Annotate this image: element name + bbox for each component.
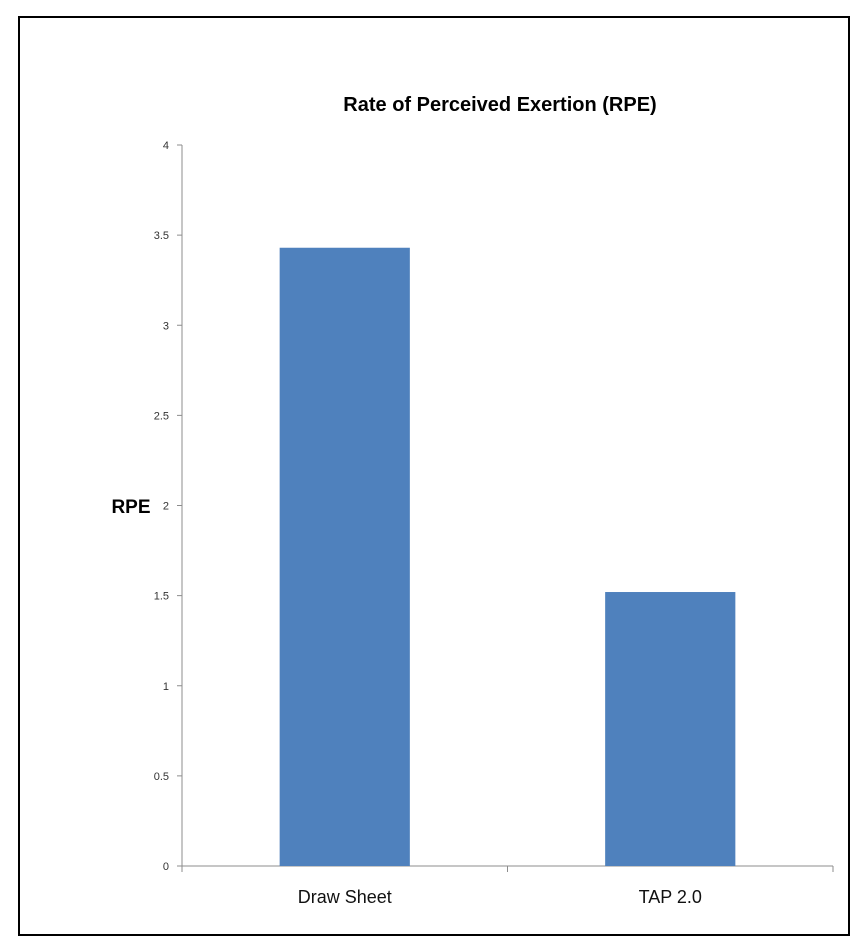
y-tick-label: 1 bbox=[163, 681, 169, 693]
bar-draw-sheet bbox=[279, 247, 410, 866]
y-axis: 0 0.5 1 1.5 2 2.5 3 3.5 4 bbox=[154, 140, 183, 873]
bars bbox=[279, 247, 736, 866]
y-tick-label: 2.5 bbox=[154, 410, 169, 422]
y-tick-label: 3.5 bbox=[154, 230, 169, 242]
x-category-label: Draw Sheet bbox=[298, 887, 392, 907]
y-axis-label: RPE bbox=[111, 497, 150, 518]
y-tick-label: 0.5 bbox=[154, 771, 169, 783]
y-tick-label: 1.5 bbox=[154, 591, 169, 603]
x-category-label: TAP 2.0 bbox=[639, 887, 702, 907]
y-tick-label: 4 bbox=[163, 140, 169, 152]
bar-tap-2-0 bbox=[605, 592, 736, 866]
y-tick-label: 2 bbox=[163, 501, 169, 513]
x-axis bbox=[181, 865, 834, 872]
y-tick-label: 0 bbox=[163, 861, 169, 873]
chart-title: Rate of Perceived Exertion (RPE) bbox=[343, 94, 656, 116]
y-tick-label: 3 bbox=[163, 320, 169, 332]
x-tick-labels: Draw Sheet TAP 2.0 bbox=[298, 887, 702, 907]
